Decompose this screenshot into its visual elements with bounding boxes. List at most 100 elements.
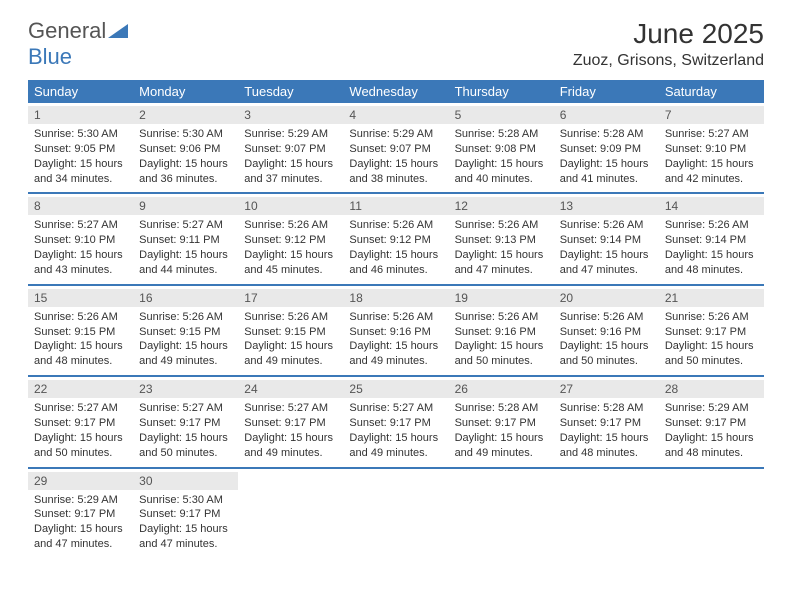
sunset-line: Sunset: 9:16 PM (560, 325, 653, 340)
calendar-cell: 22 Sunrise: 5:27 AMSunset: 9:17 PMDayligh… (28, 376, 133, 467)
title-block: June 2025 Zuoz, Grisons, Switzerland (573, 18, 764, 70)
sunrise-line: Sunrise: 5:28 AM (560, 401, 653, 416)
day-number: 22 (28, 380, 133, 398)
day-number: 4 (343, 106, 448, 124)
calendar-cell: 24Sunrise: 5:27 AMSunset: 9:17 PMDayligh… (238, 376, 343, 467)
day-number: 19 (449, 289, 554, 307)
daylight-line: Daylight: 15 hours and 48 minutes. (665, 248, 758, 278)
sunrise-line: Sunrise: 5:27 AM (665, 127, 758, 142)
sunset-line: Sunset: 9:17 PM (349, 416, 442, 431)
sunrise-line: Sunrise: 5:26 AM (455, 310, 548, 325)
sunset-line: Sunset: 9:11 PM (139, 233, 232, 248)
sunrise-line: Sunrise: 5:30 AM (34, 127, 127, 142)
sunset-line: Sunset: 9:15 PM (34, 325, 127, 340)
sunrise-line: Sunrise: 5:28 AM (455, 127, 548, 142)
calendar-cell: 29Sunrise: 5:29 AMSunset: 9:17 PMDayligh… (28, 468, 133, 558)
daylight-line: Daylight: 15 hours and 45 minutes. (244, 248, 337, 278)
sunset-line: Sunset: 9:17 PM (665, 416, 758, 431)
daylight-line: Daylight: 15 hours and 36 minutes. (139, 157, 232, 187)
sunrise-line: Sunrise: 5:26 AM (349, 310, 442, 325)
day-number: 29 (28, 472, 133, 490)
sunrise-line: Sunrise: 5:28 AM (560, 127, 653, 142)
calendar-cell: 19Sunrise: 5:26 AMSunset: 9:16 PMDayligh… (449, 285, 554, 376)
calendar-cell: 15Sunrise: 5:26 AMSunset: 9:15 PMDayligh… (28, 285, 133, 376)
sunrise-line: Sunrise: 5:27 AM (34, 218, 127, 233)
day-number: 21 (659, 289, 764, 307)
day-number: 13 (554, 197, 659, 215)
daylight-line: Daylight: 15 hours and 42 minutes. (665, 157, 758, 187)
calendar-cell: 13 Sunrise: 5:26 AMSunset: 9:14 PMDayligh… (554, 193, 659, 284)
daylight-line: Daylight: 15 hours and 40 minutes. (455, 157, 548, 187)
daylight-line: Daylight: 15 hours and 47 minutes. (560, 248, 653, 278)
calendar-cell (449, 468, 554, 558)
calendar-cell: 26Sunrise: 5:28 AMSunset: 9:17 PMDayligh… (449, 376, 554, 467)
sunrise-line: Sunrise: 5:26 AM (455, 218, 548, 233)
calendar-cell (554, 468, 659, 558)
calendar-cell: 16Sunrise: 5:26 AMSunset: 9:15 PMDayligh… (133, 285, 238, 376)
sunset-line: Sunset: 9:17 PM (560, 416, 653, 431)
sunrise-line: Sunrise: 5:26 AM (560, 218, 653, 233)
calendar-cell: 14Sunrise: 5:26 AMSunset: 9:14 PMDayligh… (659, 193, 764, 284)
day-number: 1 (28, 106, 133, 124)
day-number: 11 (343, 197, 448, 215)
day-number: 20 (554, 289, 659, 307)
weekday-header: Monday (133, 80, 238, 103)
calendar-cell (343, 468, 448, 558)
calendar-cell: 5Sunrise: 5:28 AMSunset: 9:08 PMDaylight… (449, 103, 554, 193)
day-number: 25 (343, 380, 448, 398)
calendar-cell: 11Sunrise: 5:26 AMSunset: 9:12 PMDayligh… (343, 193, 448, 284)
day-number: 18 (343, 289, 448, 307)
sunrise-line: Sunrise: 5:26 AM (244, 310, 337, 325)
calendar-cell: 17Sunrise: 5:26 AMSunset: 9:15 PMDayligh… (238, 285, 343, 376)
sunrise-line: Sunrise: 5:26 AM (665, 310, 758, 325)
daylight-line: Daylight: 15 hours and 50 minutes. (665, 339, 758, 369)
sunset-line: Sunset: 9:17 PM (139, 507, 232, 522)
daylight-line: Daylight: 15 hours and 49 minutes. (244, 339, 337, 369)
calendar-cell: 3Sunrise: 5:29 AMSunset: 9:07 PMDaylight… (238, 103, 343, 193)
day-number: 10 (238, 197, 343, 215)
calendar-body: 1Sunrise: 5:30 AMSunset: 9:05 PMDaylight… (28, 103, 764, 558)
calendar-cell: 7Sunrise: 5:27 AMSunset: 9:10 PMDaylight… (659, 103, 764, 193)
day-number: 6 (554, 106, 659, 124)
sunset-line: Sunset: 9:12 PM (349, 233, 442, 248)
calendar-cell: 2Sunrise: 5:30 AMSunset: 9:06 PMDaylight… (133, 103, 238, 193)
day-number: 28 (659, 380, 764, 398)
daylight-line: Daylight: 15 hours and 50 minutes. (139, 431, 232, 461)
sunset-line: Sunset: 9:17 PM (34, 416, 127, 431)
calendar-cell: 1 Sunrise: 5:30 AMSunset: 9:05 PMDaylight… (28, 103, 133, 193)
logo-blue: Blue (28, 44, 72, 69)
daylight-line: Daylight: 15 hours and 50 minutes. (34, 431, 127, 461)
day-number: 16 (133, 289, 238, 307)
sunrise-line: Sunrise: 5:27 AM (139, 218, 232, 233)
weekday-header: Sunday (28, 80, 133, 103)
calendar-cell: 25Sunrise: 5:27 AMSunset: 9:17 PMDayligh… (343, 376, 448, 467)
daylight-line: Daylight: 15 hours and 43 minutes. (34, 248, 127, 278)
logo-text: General Blue (28, 18, 128, 70)
weekday-header: Saturday (659, 80, 764, 103)
sunset-line: Sunset: 9:16 PM (349, 325, 442, 340)
daylight-line: Daylight: 15 hours and 47 minutes. (455, 248, 548, 278)
logo-general: General (28, 18, 106, 43)
sunset-line: Sunset: 9:13 PM (455, 233, 548, 248)
sunset-line: Sunset: 9:08 PM (455, 142, 548, 157)
sunset-line: Sunset: 9:06 PM (139, 142, 232, 157)
weekday-header: Wednesday (343, 80, 448, 103)
sunrise-line: Sunrise: 5:26 AM (665, 218, 758, 233)
sunrise-line: Sunrise: 5:27 AM (34, 401, 127, 416)
sunrise-line: Sunrise: 5:27 AM (349, 401, 442, 416)
logo: General Blue (28, 18, 128, 70)
daylight-line: Daylight: 15 hours and 34 minutes. (34, 157, 127, 187)
month-title: June 2025 (573, 18, 764, 50)
calendar-row: 1Sunrise: 5:30 AMSunset: 9:05 PMDaylight… (28, 103, 764, 193)
sunset-line: Sunset: 9:15 PM (244, 325, 337, 340)
sunset-line: Sunset: 9:07 PM (244, 142, 337, 157)
sunrise-line: Sunrise: 5:26 AM (244, 218, 337, 233)
daylight-line: Daylight: 15 hours and 50 minutes. (560, 339, 653, 369)
sunset-line: Sunset: 9:15 PM (139, 325, 232, 340)
sunset-line: Sunset: 9:14 PM (560, 233, 653, 248)
calendar-cell: 10Sunrise: 5:26 AMSunset: 9:12 PMDayligh… (238, 193, 343, 284)
sunset-line: Sunset: 9:05 PM (34, 142, 127, 157)
calendar-row: 8Sunrise: 5:27 AMSunset: 9:10 PMDaylight… (28, 193, 764, 284)
sunrise-line: Sunrise: 5:27 AM (244, 401, 337, 416)
calendar-cell: 30Sunrise: 5:30 AMSunset: 9:17 PMDayligh… (133, 468, 238, 558)
